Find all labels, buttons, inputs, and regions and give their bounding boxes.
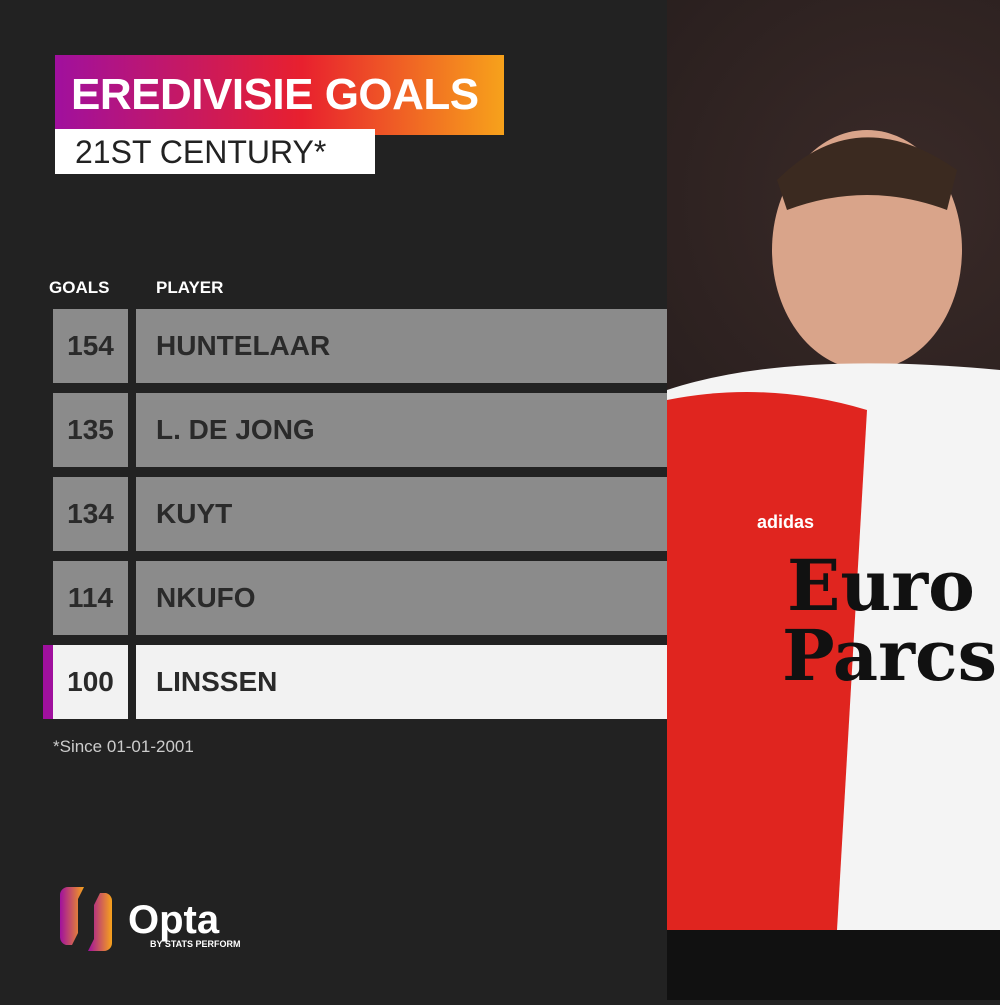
- subtitle: 21ST CENTURY*: [55, 129, 375, 174]
- sponsor-text: Euro: [787, 544, 975, 627]
- svg-text:Opta: Opta: [128, 898, 220, 942]
- svg-text:Parcs: Parcs: [782, 614, 997, 697]
- table-row: 114 NKUFO: [53, 561, 667, 635]
- footnote: *Since 01-01-2001: [53, 737, 194, 756]
- goals-cell: 154: [53, 309, 128, 383]
- highlight-bar: [43, 645, 53, 719]
- player-photo: Euro Parcs adidas: [667, 0, 1000, 1000]
- player-cell: LINSSEN: [136, 645, 667, 719]
- goals-cell: 100: [53, 645, 128, 719]
- goals-cell: 114: [53, 561, 128, 635]
- column-header-goals: GOALS: [49, 278, 110, 297]
- title: EREDIVISIE GOALS: [55, 55, 504, 135]
- column-header-player: PLAYER: [156, 278, 224, 297]
- svg-text:BY STATS PERFORM: BY STATS PERFORM: [150, 939, 241, 949]
- player-cell: NKUFO: [136, 561, 667, 635]
- table-row: 100 LINSSEN: [43, 645, 667, 719]
- goals-cell: 135: [53, 393, 128, 467]
- table-row: 135 L. DE JONG: [53, 393, 667, 467]
- player-cell: L. DE JONG: [136, 393, 667, 467]
- player-cell: HUNTELAAR: [136, 309, 667, 383]
- table-row: 134 KUYT: [53, 477, 667, 551]
- opta-logo: Opta BY STATS PERFORM: [59, 885, 260, 960]
- svg-text:adidas: adidas: [757, 512, 814, 532]
- goals-cell: 134: [53, 477, 128, 551]
- player-cell: KUYT: [136, 477, 667, 551]
- table-row: 154 HUNTELAAR: [53, 309, 667, 383]
